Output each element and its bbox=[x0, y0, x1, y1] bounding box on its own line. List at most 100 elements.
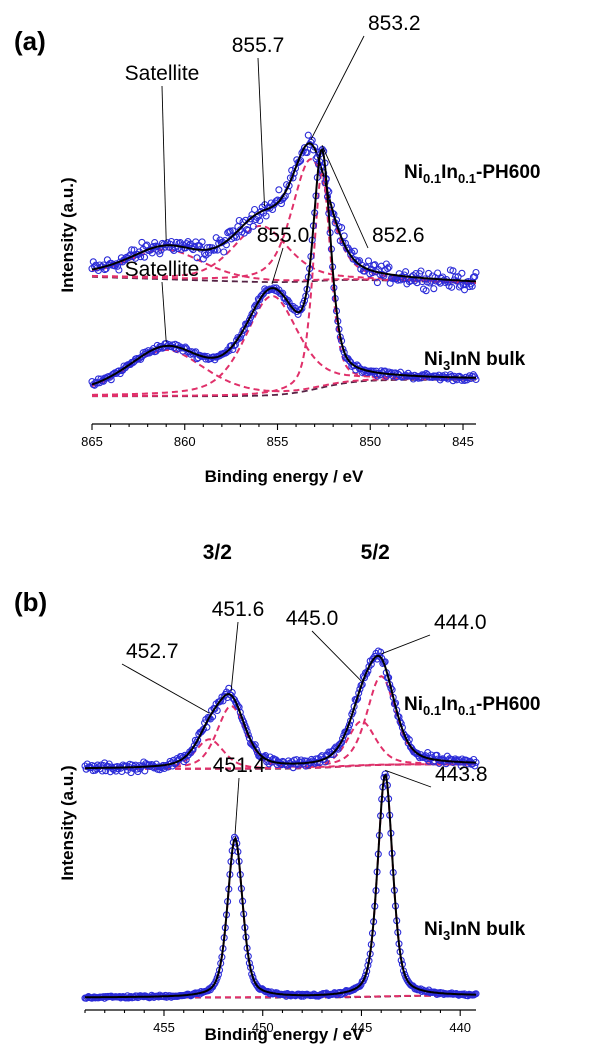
peak-annotation: 451.4 bbox=[213, 754, 266, 777]
series-a-0: 853.2 855.7 Satellite bbox=[88, 12, 480, 295]
data-point bbox=[327, 750, 335, 759]
data-point bbox=[364, 257, 373, 265]
data-point bbox=[424, 749, 432, 757]
x-tick-label: 845 bbox=[452, 434, 474, 449]
spin-orbit-label-3-2: 3/2 bbox=[203, 541, 232, 564]
data-point bbox=[115, 266, 123, 274]
data-point bbox=[128, 246, 136, 254]
panel-a-plot-area: 853.2 855.7 Satellite 852.6 855.0 Satellite bbox=[88, 12, 480, 398]
peak-annotation: 445.0 bbox=[286, 607, 339, 630]
peak-annotation: 853.2 bbox=[368, 12, 421, 35]
x-tick-label: 855 bbox=[267, 434, 289, 449]
data-point bbox=[156, 250, 164, 258]
data-point bbox=[141, 767, 149, 775]
data-point bbox=[303, 149, 311, 157]
annotation-leader-line bbox=[271, 247, 284, 285]
data-point bbox=[468, 760, 477, 768]
data-point bbox=[248, 310, 256, 318]
data-point bbox=[252, 981, 260, 989]
data-point bbox=[472, 268, 480, 277]
data-point bbox=[217, 697, 225, 705]
series-a-1: 852.6 855.0 Satellite bbox=[88, 145, 480, 398]
data-point bbox=[198, 727, 206, 735]
data-point bbox=[244, 226, 252, 234]
panel-a-y-axis-title: Intensity (a.u.) bbox=[58, 177, 77, 292]
data-point bbox=[387, 369, 396, 377]
data-point bbox=[337, 990, 346, 999]
data-point bbox=[232, 698, 240, 706]
data-point bbox=[251, 205, 259, 214]
annotation-leader-line bbox=[161, 85, 167, 242]
annotation-leader-line bbox=[234, 777, 240, 835]
data-point bbox=[371, 261, 379, 269]
data-point bbox=[199, 725, 207, 733]
data-point bbox=[140, 253, 149, 261]
annotation-leader-line bbox=[310, 35, 365, 140]
data-point bbox=[283, 761, 291, 769]
peak-annotation: 444.0 bbox=[434, 611, 487, 634]
peak-annotation: 443.8 bbox=[435, 763, 488, 786]
data-point bbox=[339, 735, 347, 743]
panel-b-label: (b) bbox=[14, 587, 47, 617]
annotation-leader-line bbox=[311, 630, 362, 682]
data-point bbox=[384, 264, 392, 273]
panel-b-y-axis-title: Intensity (a.u.) bbox=[58, 765, 77, 880]
x-tick-label: 850 bbox=[359, 434, 381, 449]
data-point bbox=[449, 267, 457, 275]
data-point bbox=[291, 164, 300, 172]
data-point bbox=[458, 269, 466, 277]
data-point bbox=[210, 981, 218, 989]
annotation-leader-line bbox=[230, 621, 239, 692]
data-point bbox=[193, 254, 201, 262]
x-tick-label: 440 bbox=[449, 1020, 471, 1035]
data-point bbox=[170, 246, 178, 255]
annotation-leader-line bbox=[161, 281, 167, 342]
data-point bbox=[417, 267, 425, 275]
data-point bbox=[376, 270, 384, 278]
annotation-leader-line bbox=[121, 663, 210, 714]
fit-component bbox=[92, 295, 477, 396]
x-tick-label: 865 bbox=[81, 434, 103, 449]
panel-a-x-axis-title: Binding energy / eV bbox=[205, 467, 364, 486]
peak-annotation: Satellite bbox=[125, 62, 200, 85]
data-point bbox=[229, 695, 237, 703]
data-point bbox=[402, 268, 410, 276]
data-point bbox=[363, 368, 371, 377]
fit-envelope bbox=[91, 148, 476, 386]
data-point bbox=[413, 279, 421, 287]
data-point bbox=[434, 269, 442, 277]
panel-a-series-label-ni3inn: Ni3InN bulk bbox=[424, 349, 526, 373]
data-point bbox=[422, 287, 430, 295]
data-point bbox=[471, 273, 479, 281]
data-point bbox=[205, 714, 213, 722]
fit-envelope bbox=[91, 142, 477, 283]
data-point bbox=[345, 357, 353, 365]
x-tick-label: 455 bbox=[153, 1020, 175, 1035]
data-points bbox=[81, 770, 480, 1002]
data-point bbox=[275, 186, 283, 194]
data-point bbox=[258, 291, 266, 299]
panel-b-series-label-ni01in01: Ni0.1In0.1-PH600 bbox=[404, 694, 540, 718]
data-point bbox=[262, 212, 270, 220]
fit-component bbox=[92, 170, 476, 397]
fit-envelope bbox=[85, 654, 476, 770]
panel-b-x-axis-title: Binding energy / eV bbox=[205, 1025, 364, 1044]
data-point bbox=[239, 326, 247, 335]
data-point bbox=[249, 222, 257, 230]
peak-annotation: 452.7 bbox=[126, 640, 179, 663]
panel-b-plot-area: 452.7 451.6 445.0 444.0 451.4 443.8 bbox=[81, 598, 488, 1002]
annotation-leader-line bbox=[257, 57, 265, 207]
data-point bbox=[247, 215, 255, 223]
x-tick-label: 445 bbox=[351, 1020, 373, 1035]
data-point bbox=[212, 234, 220, 242]
data-point bbox=[426, 279, 434, 287]
data-point bbox=[304, 131, 312, 139]
series-b-1: 451.4 443.8 bbox=[81, 754, 488, 1002]
data-point bbox=[433, 751, 441, 759]
data-point bbox=[243, 226, 251, 234]
data-point bbox=[235, 216, 243, 225]
data-point bbox=[244, 731, 252, 739]
panel-b: (b) 3/2 5/2 452.7 451.6 445.0 444.0 451.4 443… bbox=[14, 541, 540, 1044]
fit-component bbox=[85, 836, 476, 999]
series-b-0: 452.7 451.6 445.0 444.0 bbox=[81, 598, 487, 777]
